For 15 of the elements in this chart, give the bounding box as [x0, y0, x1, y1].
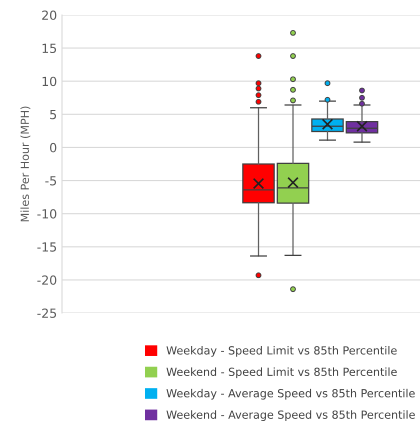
y-tick-label: 10 — [42, 76, 56, 86]
y-tick-label: -5 — [45, 176, 56, 186]
y-tick-label: -25 — [37, 308, 56, 318]
y-tick-label: -15 — [37, 242, 56, 252]
y-tick-label: 5 — [50, 110, 56, 120]
y-axis-title: Miles Per Hour (MPH) — [20, 106, 30, 222]
y-tick-label: 20 — [42, 10, 56, 20]
y-tick-label: -20 — [37, 275, 56, 285]
legend-label: Weekday - Speed Limit vs 85th Percentile — [166, 346, 397, 357]
legend-label: Weekend - Speed Limit vs 85th Percentile — [166, 367, 397, 378]
y-tick-label: 0 — [50, 142, 56, 152]
legend-label: Weekday - Average Speed vs 85th Percentile — [166, 388, 415, 400]
legend-label: Weekend - Average Speed vs 85th Percentile — [166, 410, 415, 421]
y-tick-label: 15 — [42, 44, 56, 54]
y-tick-label: -10 — [37, 209, 56, 219]
